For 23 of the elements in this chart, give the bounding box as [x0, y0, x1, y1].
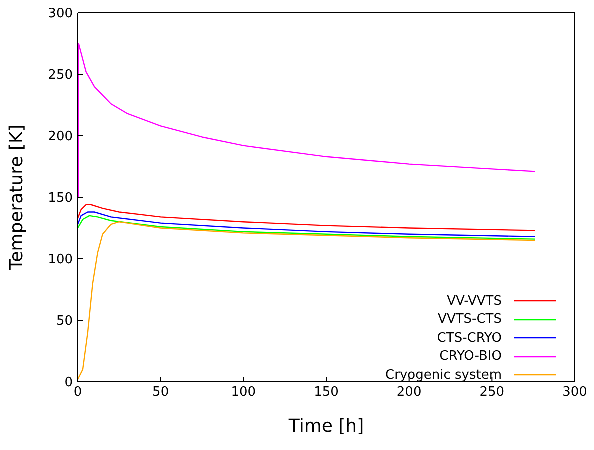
x-tick-label: 200 [396, 385, 422, 400]
y-tick-label: 100 [48, 252, 73, 268]
y-tick-label: 200 [48, 130, 73, 145]
legend-label: Cryogenic system [386, 368, 502, 383]
y-tick-label: 150 [48, 191, 73, 206]
legend-label: VVTS-CTS [438, 312, 502, 328]
x-tick-label: 250 [480, 385, 505, 400]
x-tick-label: 50 [152, 385, 170, 400]
legend-label: CTS-CRYO [437, 330, 502, 346]
y-axis-title: Temperature [K] [6, 124, 28, 272]
y-tick-label: 250 [48, 68, 73, 84]
x-tick-label: 150 [314, 385, 339, 400]
line-series [78, 222, 536, 380]
y-tick-label: 0 [64, 376, 73, 391]
legend-label: VV-VVTS [447, 294, 502, 309]
x-tick-label: 0 [74, 385, 82, 400]
x-tick-label: 100 [231, 385, 256, 400]
x-axis-title: Time [h] [288, 416, 364, 437]
y-tick-label: 50 [56, 314, 73, 330]
line-series [78, 43, 536, 198]
line-series [78, 204, 536, 232]
legend-label: CRYO-BIO [440, 349, 502, 364]
y-tick-label: 300 [48, 6, 73, 22]
